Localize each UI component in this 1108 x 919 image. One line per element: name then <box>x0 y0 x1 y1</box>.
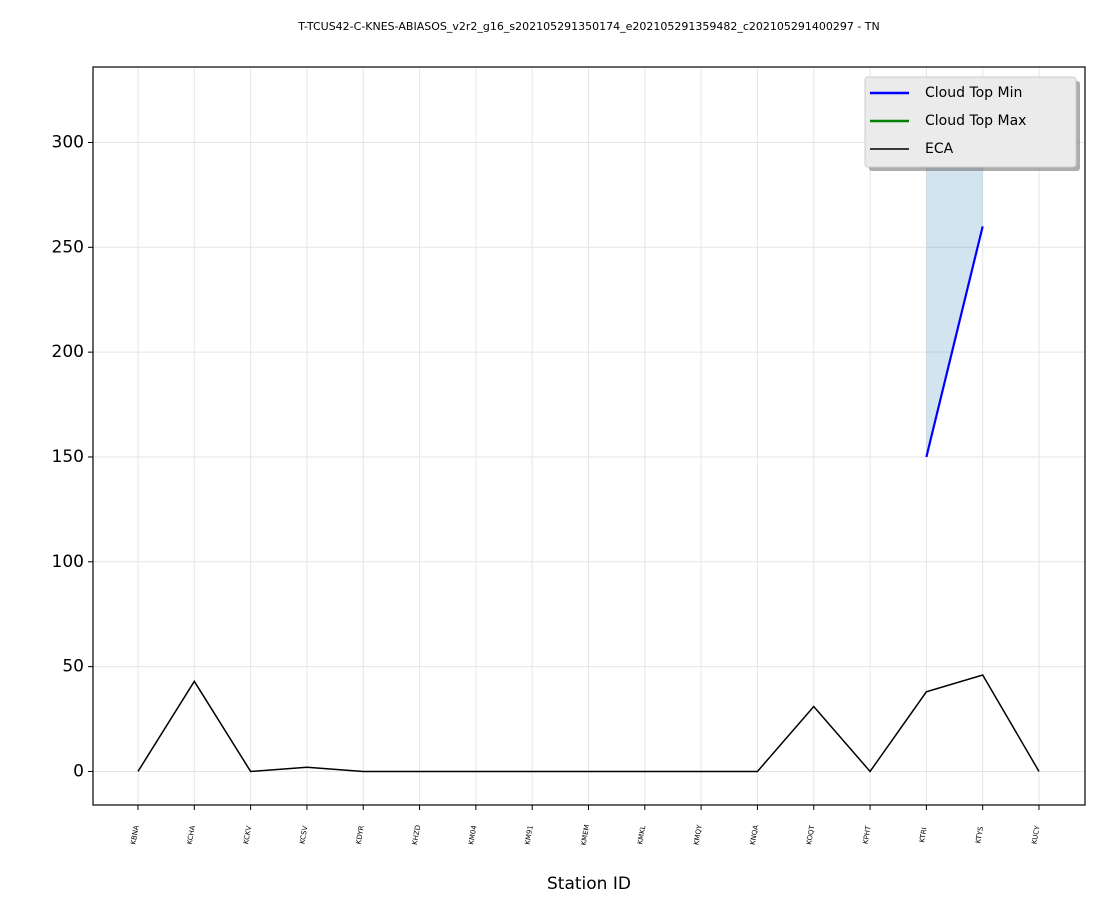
x-tick-label: KPHT <box>862 825 873 845</box>
legend-label: Cloud Top Max <box>925 113 1026 129</box>
x-tick-label: KUCY <box>1030 824 1041 844</box>
fill-band <box>926 100 983 457</box>
y-tick-label: 100 <box>52 552 84 572</box>
x-tick-label: KOQT <box>805 824 816 845</box>
y-tick-label: 200 <box>52 342 84 362</box>
y-tick-label: 50 <box>62 657 84 677</box>
chart-title: T-TCUS42-C-KNES-ABIASOS_v2r2_g16_s202105… <box>297 20 880 33</box>
x-tick-label: KTRI <box>918 827 929 843</box>
x-axis-label: Station ID <box>547 874 631 894</box>
x-tick-label: KBNA <box>129 825 140 846</box>
legend-box <box>864 76 1077 168</box>
series-line <box>137 674 1040 773</box>
x-tick-label: KMQY <box>692 824 704 846</box>
x-tick-label: KNQA <box>749 824 760 845</box>
x-tick-label: KM91 <box>524 825 535 846</box>
plot-frame <box>92 66 1086 806</box>
series-line <box>925 226 984 458</box>
x-tick-label: KCKV <box>242 825 253 845</box>
x-tick-label: KMKL <box>636 825 647 845</box>
x-tick-label: KCSV <box>298 825 309 845</box>
legend-label: Cloud Top Min <box>925 85 1022 101</box>
x-tick-label: KTYS <box>974 825 985 844</box>
x-tick-label: KCHA <box>186 825 197 845</box>
x-tick-label: KDYR <box>355 825 366 845</box>
x-tick-label: KM04 <box>467 824 478 845</box>
y-tick-label: 150 <box>52 447 84 467</box>
legend-label: ECA <box>925 141 954 157</box>
y-tick-label: 250 <box>52 237 84 257</box>
x-tick-label: KMEM <box>580 824 592 846</box>
y-tick-label: 300 <box>52 132 84 152</box>
y-tick-label: 0 <box>73 761 84 781</box>
x-tick-label: KHZD <box>411 824 422 845</box>
